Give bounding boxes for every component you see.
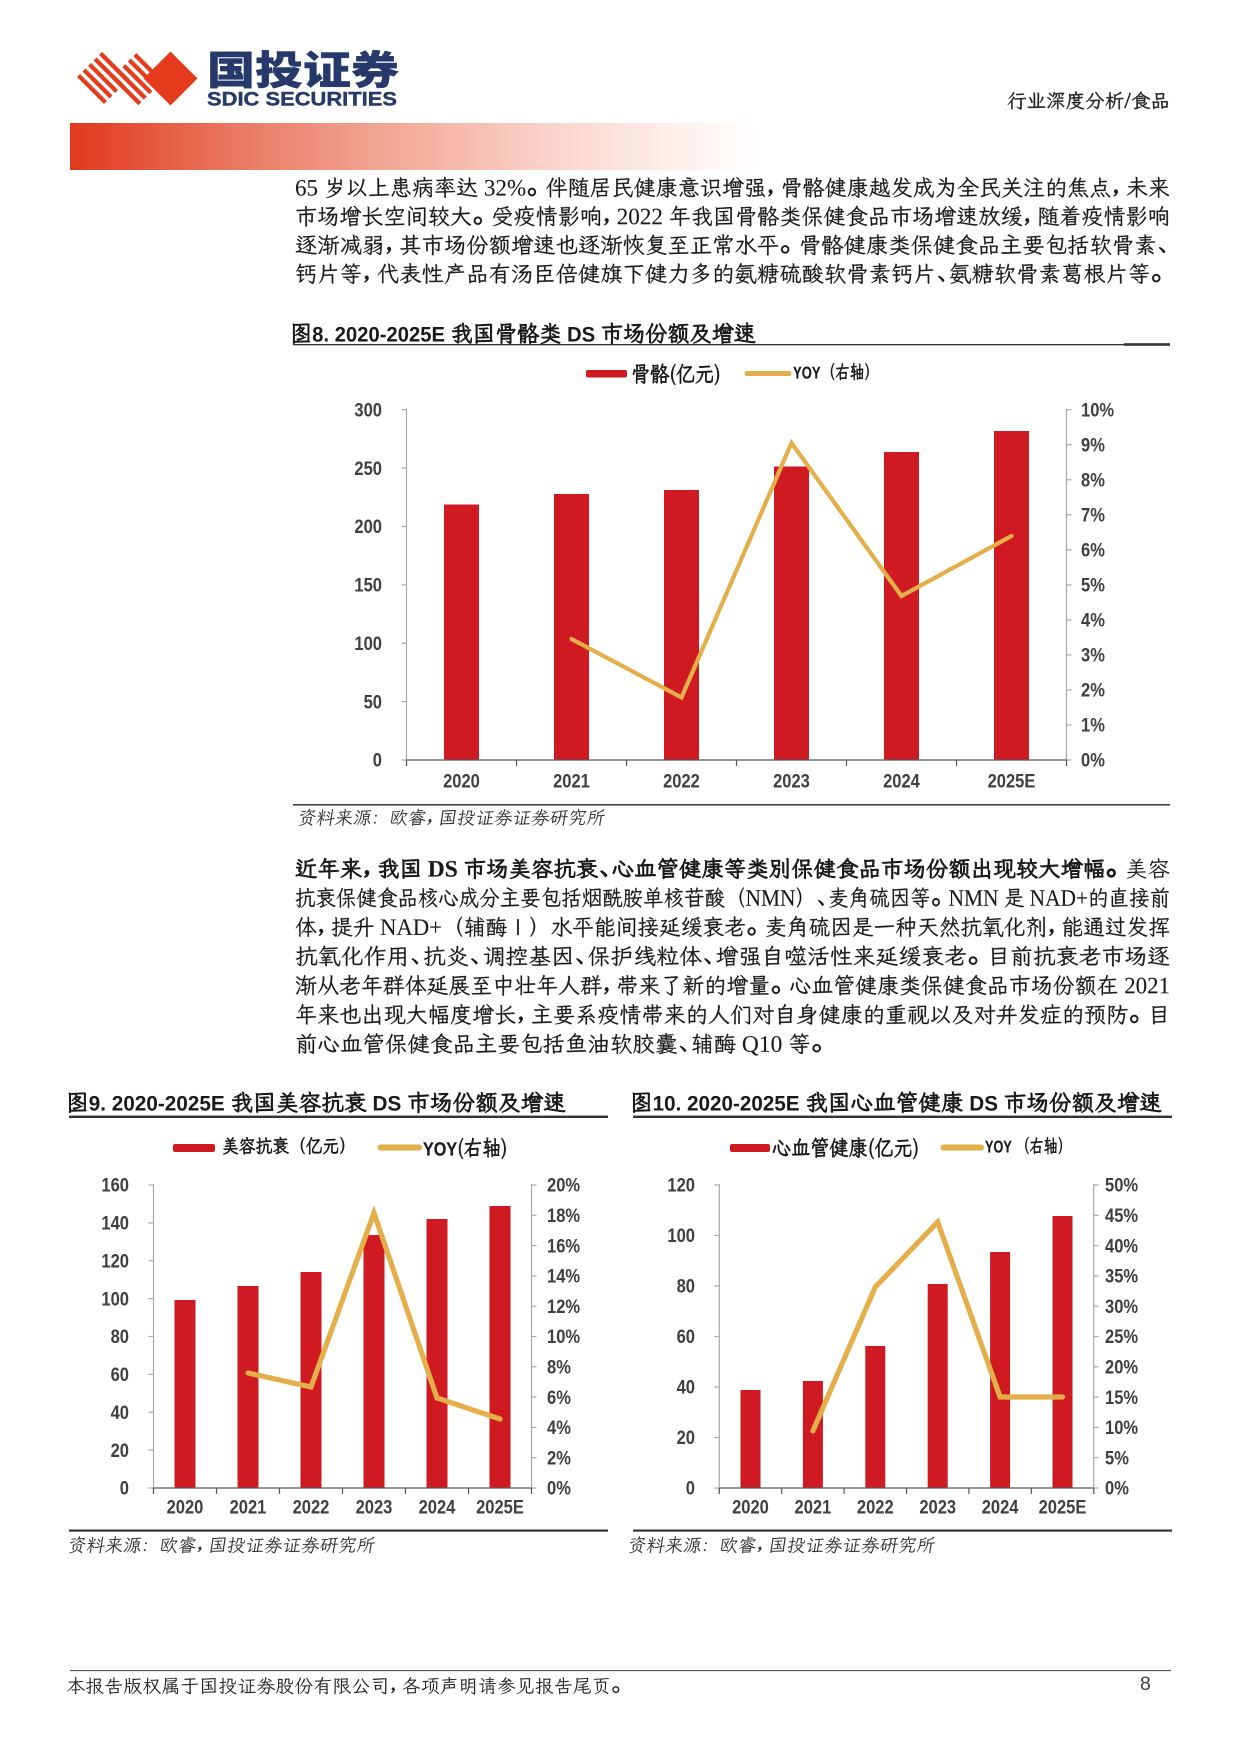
svg-text:5%: 5% bbox=[1081, 575, 1105, 596]
svg-text:2025E: 2025E bbox=[988, 770, 1036, 791]
svg-text:12%: 12% bbox=[547, 1296, 580, 1317]
svg-text:16%: 16% bbox=[547, 1235, 580, 1256]
svg-text:20%: 20% bbox=[547, 1175, 580, 1196]
svg-text:0%: 0% bbox=[1081, 750, 1105, 771]
svg-text:0: 0 bbox=[120, 1478, 129, 1499]
svg-text:2024: 2024 bbox=[883, 770, 920, 791]
svg-text:5%: 5% bbox=[1105, 1447, 1129, 1468]
svg-text:0: 0 bbox=[373, 750, 382, 771]
svg-text:14%: 14% bbox=[547, 1266, 580, 1287]
svg-text:20: 20 bbox=[677, 1427, 695, 1448]
svg-text:2023: 2023 bbox=[919, 1496, 956, 1517]
svg-text:2022: 2022 bbox=[857, 1496, 894, 1517]
svg-text:2020: 2020 bbox=[732, 1496, 769, 1517]
svg-text:8%: 8% bbox=[1081, 469, 1105, 490]
svg-text:80: 80 bbox=[677, 1276, 695, 1297]
svg-text:120: 120 bbox=[101, 1250, 129, 1271]
svg-text:SDIC SECURITIES: SDIC SECURITIES bbox=[207, 90, 397, 111]
svg-text:10%: 10% bbox=[1105, 1417, 1138, 1438]
svg-text:80: 80 bbox=[111, 1326, 129, 1347]
svg-text:40: 40 bbox=[677, 1377, 695, 1398]
svg-text:35%: 35% bbox=[1105, 1266, 1138, 1287]
svg-text:100: 100 bbox=[667, 1225, 695, 1246]
svg-text:6%: 6% bbox=[547, 1387, 571, 1408]
svg-text:2024: 2024 bbox=[982, 1496, 1019, 1517]
svg-text:2021: 2021 bbox=[795, 1496, 832, 1517]
svg-text:2%: 2% bbox=[547, 1447, 571, 1468]
svg-text:20%: 20% bbox=[1105, 1356, 1138, 1377]
svg-text:30%: 30% bbox=[1105, 1296, 1138, 1317]
svg-text:2021: 2021 bbox=[553, 770, 590, 791]
svg-text:2%: 2% bbox=[1081, 680, 1105, 701]
svg-text:0%: 0% bbox=[547, 1478, 571, 1499]
svg-text:10%: 10% bbox=[1081, 399, 1114, 420]
svg-text:20: 20 bbox=[111, 1440, 129, 1461]
svg-text:60: 60 bbox=[111, 1364, 129, 1385]
svg-text:2021: 2021 bbox=[230, 1496, 267, 1517]
svg-text:45%: 45% bbox=[1105, 1205, 1138, 1226]
svg-text:1%: 1% bbox=[1081, 715, 1105, 736]
svg-text:18%: 18% bbox=[547, 1205, 580, 1226]
svg-text:2025E: 2025E bbox=[476, 1496, 524, 1517]
svg-text:4%: 4% bbox=[547, 1417, 571, 1438]
svg-text:8%: 8% bbox=[547, 1356, 571, 1377]
svg-text:25%: 25% bbox=[1105, 1326, 1138, 1347]
svg-text:8: 8 bbox=[1140, 1673, 1151, 1695]
svg-text:50%: 50% bbox=[1105, 1175, 1138, 1196]
svg-text:2025E: 2025E bbox=[1039, 1496, 1087, 1517]
svg-text:2024: 2024 bbox=[419, 1496, 456, 1517]
svg-text:250: 250 bbox=[354, 458, 382, 479]
svg-text:2022: 2022 bbox=[293, 1496, 330, 1517]
svg-text:2022: 2022 bbox=[663, 770, 700, 791]
svg-text:150: 150 bbox=[354, 575, 382, 596]
svg-text:7%: 7% bbox=[1081, 504, 1105, 525]
svg-text:100: 100 bbox=[101, 1288, 129, 1309]
svg-text:0%: 0% bbox=[1105, 1478, 1129, 1499]
svg-text:0: 0 bbox=[686, 1478, 695, 1499]
svg-text:10%: 10% bbox=[547, 1326, 580, 1347]
svg-text:2023: 2023 bbox=[773, 770, 810, 791]
svg-text:6%: 6% bbox=[1081, 539, 1105, 560]
svg-text:2023: 2023 bbox=[356, 1496, 393, 1517]
svg-text:60: 60 bbox=[677, 1326, 695, 1347]
svg-text:300: 300 bbox=[354, 399, 382, 420]
svg-text:50: 50 bbox=[364, 691, 382, 712]
svg-text:4%: 4% bbox=[1081, 610, 1105, 631]
svg-text:40%: 40% bbox=[1105, 1235, 1138, 1256]
svg-text:100: 100 bbox=[354, 633, 382, 654]
svg-text:120: 120 bbox=[667, 1175, 695, 1196]
svg-text:15%: 15% bbox=[1105, 1387, 1138, 1408]
svg-text:160: 160 bbox=[101, 1175, 129, 1196]
svg-text:40: 40 bbox=[111, 1402, 129, 1423]
svg-text:140: 140 bbox=[101, 1213, 129, 1234]
svg-text:2020: 2020 bbox=[443, 770, 480, 791]
svg-text:3%: 3% bbox=[1081, 645, 1105, 666]
svg-text:2020: 2020 bbox=[167, 1496, 204, 1517]
svg-text:9%: 9% bbox=[1081, 434, 1105, 455]
svg-text:200: 200 bbox=[354, 516, 382, 537]
